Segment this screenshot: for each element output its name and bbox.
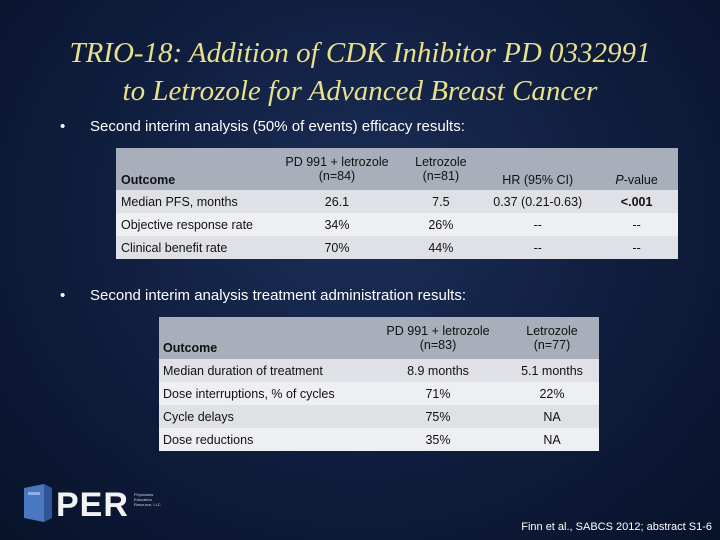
slide-title-line-2: to Letrozole for Advanced Breast Cancer <box>122 75 598 107</box>
bullet-efficacy-text: Second interim analysis (50% of events) … <box>90 118 465 135</box>
header-arm-letrozole: Letrozole (n=81) <box>402 148 481 190</box>
cell-outcome: Cycle delays <box>163 409 234 424</box>
slide-title: TRIO-18: Addition of CDK Inhibitor PD 03… <box>0 34 720 110</box>
table-row: Median duration of treatment 8.9 months … <box>159 359 599 382</box>
cell-arm-combo: 34% <box>324 217 350 232</box>
cell-hr: -- <box>533 240 542 255</box>
header-arm-combo-n: (n=84) <box>318 169 356 183</box>
cell-p-value: -- <box>632 240 641 255</box>
bullet-dot: • <box>60 118 66 135</box>
efficacy-table: Outcome PD 991 + letrozole (n=84) Letroz… <box>116 148 678 259</box>
cell-arm-letrozole: 5.1 months <box>521 363 583 378</box>
cell-outcome: Median PFS, months <box>121 194 238 209</box>
header-p-rest: -value <box>623 173 658 187</box>
cell-p-value: <.001 <box>620 194 653 209</box>
bullet-efficacy: • Second interim analysis (50% of events)… <box>60 118 465 135</box>
cell-outcome: Dose interruptions, % of cycles <box>163 386 335 401</box>
cell-arm-letrozole: NA <box>543 432 561 447</box>
cell-outcome: Clinical benefit rate <box>121 240 228 255</box>
cell-arm-letrozole: NA <box>543 409 561 424</box>
bullet-administration: • Second interim analysis treatment admin… <box>60 287 466 304</box>
table-row: Dose interruptions, % of cycles 71% 22% <box>159 382 599 405</box>
cell-hr: 0.37 (0.21-0.63) <box>493 194 583 209</box>
bullet-dot: • <box>60 287 66 304</box>
bullet-administration-text: Second interim analysis treatment admini… <box>90 287 466 304</box>
header-p-italic: P <box>615 173 624 187</box>
table-header-row: Outcome PD 991 + letrozole (n=83) Letroz… <box>159 317 599 359</box>
cell-arm-combo: 35% <box>425 432 451 447</box>
administration-table: Outcome PD 991 + letrozole (n=83) Letroz… <box>159 317 599 451</box>
header-hr: HR (95% CI) <box>502 173 574 187</box>
header-p-value: P-value <box>595 148 678 190</box>
header-outcome: Outcome <box>163 341 218 355</box>
header-arm-letrozole-name: Letrozole <box>526 324 578 338</box>
header-arm-letrozole: Letrozole (n=77) <box>505 317 599 359</box>
per-logo-subtext: Physicians' Education Resource, LLC <box>134 492 161 507</box>
table-row: Cycle delays 75% NA <box>159 405 599 428</box>
header-arm-combo-n: (n=83) <box>419 338 457 352</box>
cell-p-value: -- <box>632 217 641 232</box>
cell-hr: -- <box>533 217 542 232</box>
cell-arm-letrozole: 22% <box>539 386 565 401</box>
header-arm-letrozole-n: (n=77) <box>533 338 571 352</box>
cell-arm-letrozole: 26% <box>428 217 454 232</box>
cell-arm-combo: 71% <box>425 386 451 401</box>
header-arm-combo: PD 991 + letrozole (n=84) <box>272 148 401 190</box>
cell-arm-combo: 26.1 <box>324 194 350 209</box>
slide-title-line-1: TRIO-18: Addition of CDK Inhibitor PD 03… <box>69 37 651 69</box>
table-row: Objective response rate 34% 26% -- -- <box>116 213 678 236</box>
table-row: Median PFS, months 26.1 7.5 0.37 (0.21-0… <box>116 190 678 213</box>
header-arm-letrozole-name: Letrozole <box>415 155 467 169</box>
header-arm-combo: PD 991 + letrozole (n=83) <box>371 317 505 359</box>
table-row: Dose reductions 35% NA <box>159 428 599 451</box>
header-arm-letrozole-n: (n=81) <box>422 169 460 183</box>
citation: Finn et al., SABCS 2012; abstract S1-6 <box>521 521 712 533</box>
table-header-row: Outcome PD 991 + letrozole (n=84) Letroz… <box>116 148 678 190</box>
per-logo-text: PER <box>56 486 129 524</box>
cell-arm-combo: 70% <box>324 240 350 255</box>
per-logo-mark-icon <box>24 484 52 522</box>
cell-arm-letrozole: 7.5 <box>432 194 450 209</box>
cell-outcome: Dose reductions <box>163 432 254 447</box>
cell-arm-letrozole: 44% <box>428 240 454 255</box>
cell-arm-combo: 75% <box>425 409 451 424</box>
header-arm-combo-name: PD 991 + letrozole <box>285 155 389 169</box>
header-arm-combo-name: PD 991 + letrozole <box>386 324 490 338</box>
cell-arm-combo: 8.9 months <box>407 363 469 378</box>
cell-outcome: Median duration of treatment <box>163 363 323 378</box>
table-row: Clinical benefit rate 70% 44% -- -- <box>116 236 678 259</box>
cell-outcome: Objective response rate <box>121 217 254 232</box>
header-outcome: Outcome <box>121 173 176 187</box>
